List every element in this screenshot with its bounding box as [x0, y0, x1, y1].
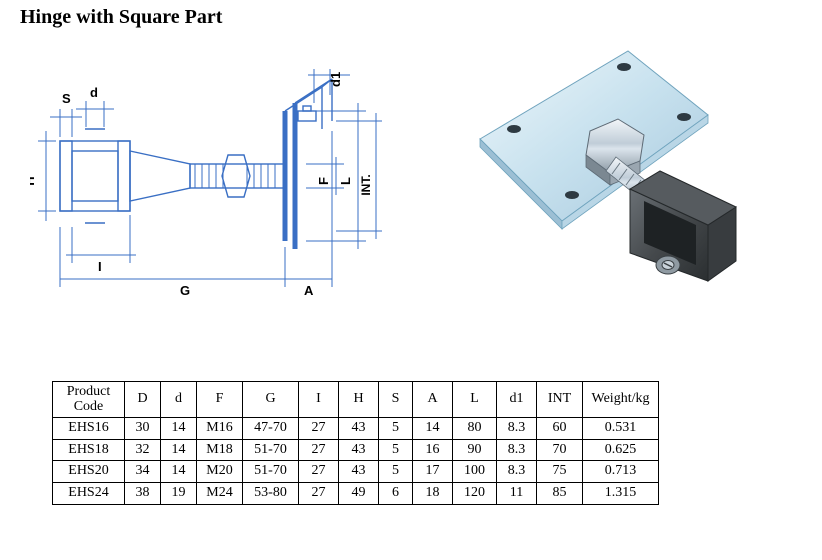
dim-label: INT. — [359, 174, 373, 195]
cell-L: 100 — [453, 461, 497, 483]
dim-label: F — [316, 177, 331, 185]
cell-d: 14 — [161, 439, 197, 461]
cell-I: 27 — [299, 439, 339, 461]
table-row: EHS203414M2051-7027435171008.3750.713 — [53, 461, 659, 483]
cell-G: 51-70 — [243, 461, 299, 483]
cell-d1: 8.3 — [497, 439, 537, 461]
cell-A: 14 — [413, 417, 453, 439]
cell-d1: 8.3 — [497, 417, 537, 439]
dim-label: I — [98, 259, 102, 274]
cell-code: EHS16 — [53, 417, 125, 439]
cell-A: 18 — [413, 483, 453, 505]
dim-label: A — [304, 283, 314, 298]
cell-F: M16 — [197, 417, 243, 439]
cell-S: 5 — [379, 439, 413, 461]
table-row: EHS163014M1647-702743514808.3600.531 — [53, 417, 659, 439]
cell-d: 14 — [161, 417, 197, 439]
cell-G: 53-80 — [243, 483, 299, 505]
cell-d1: 11 — [497, 483, 537, 505]
cell-S: 6 — [379, 483, 413, 505]
col-INT: INT — [537, 382, 583, 418]
dim-label: G — [180, 283, 190, 298]
table-row: EHS183214M1851-702743516908.3700.625 — [53, 439, 659, 461]
cell-weight: 0.625 — [583, 439, 659, 461]
cell-I: 27 — [299, 483, 339, 505]
spec-table-wrap: Product Code D d F G I H S A L d1 INT We… — [8, 381, 814, 505]
cell-D: 34 — [125, 461, 161, 483]
dim-label: d1 — [328, 72, 343, 87]
cell-L: 90 — [453, 439, 497, 461]
dim-label: S — [62, 91, 71, 106]
cell-code: EHS20 — [53, 461, 125, 483]
col-L: L — [453, 382, 497, 418]
table-row: EHS243819M2453-80274961812011851.315 — [53, 483, 659, 505]
cell-d: 14 — [161, 461, 197, 483]
cell-weight: 1.315 — [583, 483, 659, 505]
technical-drawing: S d d1 H I G A F L INT. — [30, 51, 400, 321]
cell-F: M20 — [197, 461, 243, 483]
col-label: Code — [74, 399, 104, 414]
cell-weight: 0.713 — [583, 461, 659, 483]
cell-code: EHS24 — [53, 483, 125, 505]
cell-INT: 85 — [537, 483, 583, 505]
col-d: d — [161, 382, 197, 418]
table-header-row: Product Code D d F G I H S A L d1 INT We… — [53, 382, 659, 418]
page-title: Hinge with Square Part — [8, 6, 814, 29]
cell-weight: 0.531 — [583, 417, 659, 439]
col-label: Product — [67, 384, 111, 399]
cell-D: 32 — [125, 439, 161, 461]
col-F: F — [197, 382, 243, 418]
cell-D: 30 — [125, 417, 161, 439]
cell-H: 43 — [339, 461, 379, 483]
cell-d: 19 — [161, 483, 197, 505]
cell-D: 38 — [125, 483, 161, 505]
col-H: H — [339, 382, 379, 418]
cell-F: M24 — [197, 483, 243, 505]
cell-S: 5 — [379, 461, 413, 483]
col-A: A — [413, 382, 453, 418]
cell-H: 43 — [339, 439, 379, 461]
col-I: I — [299, 382, 339, 418]
cell-A: 17 — [413, 461, 453, 483]
cell-INT: 75 — [537, 461, 583, 483]
cell-code: EHS18 — [53, 439, 125, 461]
cell-G: 51-70 — [243, 439, 299, 461]
col-d1: d1 — [497, 382, 537, 418]
cell-L: 80 — [453, 417, 497, 439]
col-S: S — [379, 382, 413, 418]
dim-label: d — [90, 85, 98, 100]
cell-A: 16 — [413, 439, 453, 461]
cell-H: 43 — [339, 417, 379, 439]
dim-label: H — [30, 176, 37, 185]
cell-G: 47-70 — [243, 417, 299, 439]
cell-d1: 8.3 — [497, 461, 537, 483]
cell-F: M18 — [197, 439, 243, 461]
cell-INT: 60 — [537, 417, 583, 439]
cell-H: 49 — [339, 483, 379, 505]
cell-I: 27 — [299, 461, 339, 483]
cell-S: 5 — [379, 417, 413, 439]
cell-INT: 70 — [537, 439, 583, 461]
spec-table: Product Code D d F G I H S A L d1 INT We… — [52, 381, 659, 505]
cell-L: 120 — [453, 483, 497, 505]
product-photo — [440, 43, 750, 313]
col-G: G — [243, 382, 299, 418]
dim-label: L — [338, 177, 353, 185]
figures-row: S d d1 H I G A F L INT. — [8, 51, 814, 321]
col-D: D — [125, 382, 161, 418]
cell-I: 27 — [299, 417, 339, 439]
col-weight: Weight/kg — [583, 382, 659, 418]
col-product-code: Product Code — [53, 382, 125, 418]
